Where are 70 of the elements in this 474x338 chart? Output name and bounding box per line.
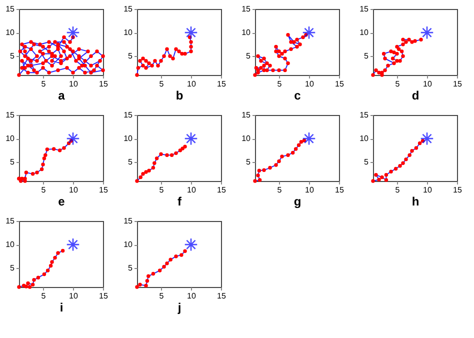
x-axis-title: g [294, 194, 302, 208]
y-tick-label: 15 [6, 110, 16, 120]
x-tick-label: 10 [69, 292, 78, 300]
y-tick-label: 15 [360, 4, 370, 14]
y-tick-label: 5 [10, 158, 16, 167]
x-axis-title: f [178, 194, 182, 208]
x-tick-label: 10 [187, 186, 196, 194]
x-axis-title: d [412, 88, 420, 102]
x-tick-label: 5 [159, 80, 164, 88]
y-tick-label: 5 [246, 158, 252, 167]
y-tick-label: 10 [360, 28, 370, 38]
x-tick-label: 5 [277, 186, 282, 194]
x-tick-label: 5 [159, 292, 164, 300]
y-tick-label: 5 [10, 264, 16, 273]
x-tick-label: 10 [187, 292, 196, 300]
x-axis-title: b [176, 88, 184, 102]
x-tick-label: 15 [99, 186, 108, 194]
y-tick-label: 15 [6, 216, 16, 226]
y-tick-label: 15 [124, 110, 134, 120]
x-tick-label: 15 [99, 292, 108, 300]
x-axis-title: c [294, 88, 302, 102]
x-tick-label: 5 [395, 80, 400, 88]
x-tick-label: 10 [423, 186, 432, 194]
y-tick-label: 5 [364, 158, 370, 167]
y-tick-label: 10 [360, 134, 370, 144]
x-tick-label: 15 [335, 80, 344, 88]
x-tick-label: 10 [305, 186, 314, 194]
x-tick-label: 15 [453, 80, 462, 88]
x-tick-label: 10 [305, 80, 314, 88]
x-axis-title: i [60, 300, 64, 314]
y-tick-label: 10 [124, 28, 134, 38]
y-tick-label: 10 [242, 134, 252, 144]
y-tick-label: 15 [242, 4, 252, 14]
x-tick-label: 10 [69, 186, 78, 194]
y-tick-label: 5 [128, 158, 134, 167]
y-tick-label: 10 [6, 134, 16, 144]
x-tick-label: 15 [453, 186, 462, 194]
y-tick-label: 5 [246, 52, 252, 61]
y-tick-label: 5 [128, 264, 134, 273]
y-tick-label: 5 [128, 52, 134, 61]
x-tick-label: 15 [99, 80, 108, 88]
x-tick-label: 5 [41, 80, 46, 88]
x-tick-label: 15 [217, 292, 226, 300]
y-tick-label: 15 [124, 216, 134, 226]
y-tick-label: 15 [360, 110, 370, 120]
x-tick-label: 5 [41, 186, 46, 194]
y-tick-label: 10 [124, 134, 134, 144]
y-tick-label: 15 [6, 4, 16, 14]
y-tick-label: 10 [124, 240, 134, 250]
x-tick-label: 10 [69, 80, 78, 88]
x-axis-title: a [58, 88, 66, 102]
x-axis-title: h [412, 194, 420, 208]
y-tick-label: 5 [364, 52, 370, 61]
x-tick-label: 15 [335, 186, 344, 194]
x-tick-label: 15 [217, 80, 226, 88]
x-axis-title: j [176, 300, 182, 314]
x-axis-title: e [58, 194, 66, 208]
y-tick-label: 5 [10, 52, 16, 61]
y-tick-label: 10 [6, 28, 16, 38]
x-tick-label: 5 [395, 186, 400, 194]
y-tick-label: 15 [242, 110, 252, 120]
y-tick-label: 10 [6, 240, 16, 250]
x-tick-label: 5 [41, 292, 46, 300]
x-tick-label: 5 [159, 186, 164, 194]
x-tick-label: 10 [187, 80, 196, 88]
x-tick-label: 5 [277, 80, 282, 88]
y-tick-label: 15 [124, 4, 134, 14]
x-tick-label: 15 [217, 186, 226, 194]
x-tick-label: 10 [423, 80, 432, 88]
y-tick-label: 10 [242, 28, 252, 38]
